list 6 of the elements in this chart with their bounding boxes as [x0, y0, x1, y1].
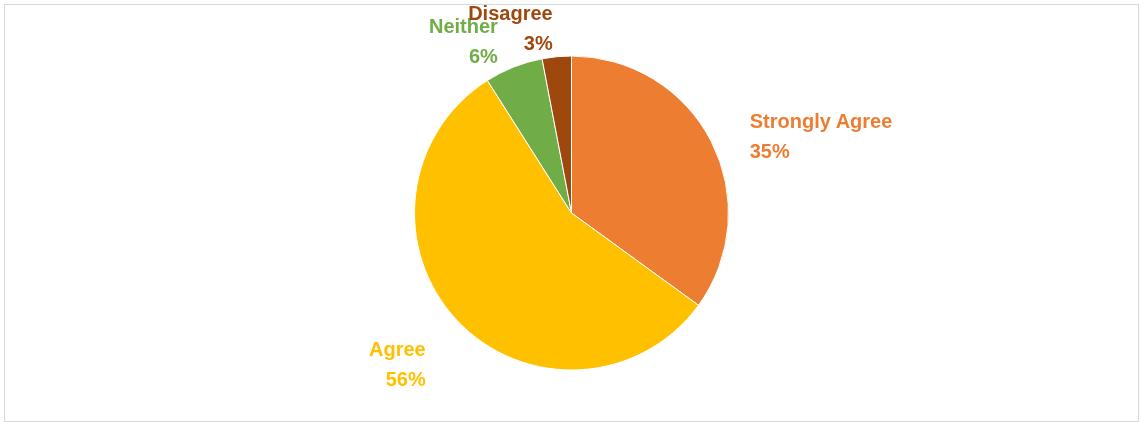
data-label: 3%	[523, 31, 553, 54]
data-label: 6%	[468, 45, 499, 68]
slice-label: Agree	[369, 337, 426, 360]
data-label: 35%	[749, 140, 790, 163]
data-label: 56%	[385, 367, 426, 390]
slice-label: Strongly Agree	[749, 110, 893, 133]
